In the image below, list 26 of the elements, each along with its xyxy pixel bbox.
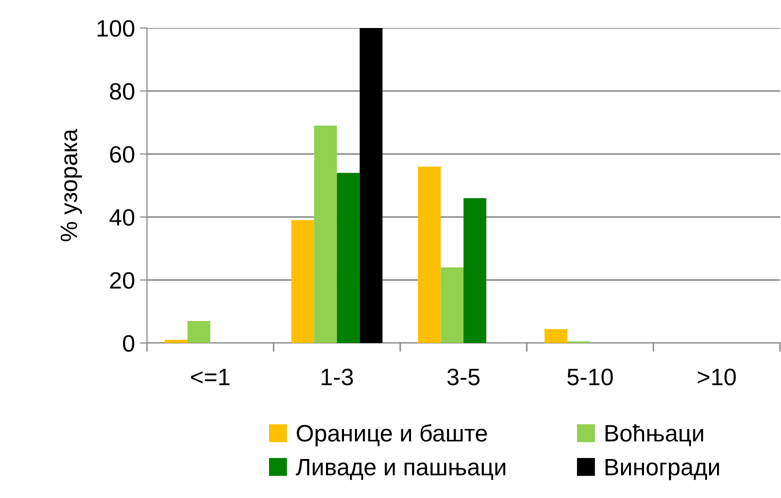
y-axis-title: % узорака [60,128,82,242]
bar [418,166,441,343]
y-tick-label: 100 [98,20,134,37]
bar [544,329,568,343]
bar [360,28,382,343]
y-tick-label: 20 [110,272,134,289]
bar [440,267,464,343]
y-tick-label: 40 [109,209,134,226]
legend-label: Воћњаци [606,424,704,446]
x-tick-label: 3-5 [447,368,480,386]
bar [336,172,360,343]
x-tick-label: 1-3 [322,368,353,386]
legend-label: Оранице и баште [296,424,487,446]
bar [164,340,188,343]
x-tick-label: <=1 [191,368,230,386]
x-tick-label: 5-10 [567,368,613,386]
bar [291,220,314,343]
bar [464,198,486,343]
bar [314,126,337,343]
y-tick-label: 60 [110,146,134,163]
legend-label: Виногради [606,458,719,480]
legend-label: Ливаде и пашњаци [296,458,506,480]
y-tick-label: 0 [122,335,134,352]
bar [188,320,210,343]
y-tick-label: 80 [110,83,134,100]
x-tick-label: >10 [698,368,736,386]
